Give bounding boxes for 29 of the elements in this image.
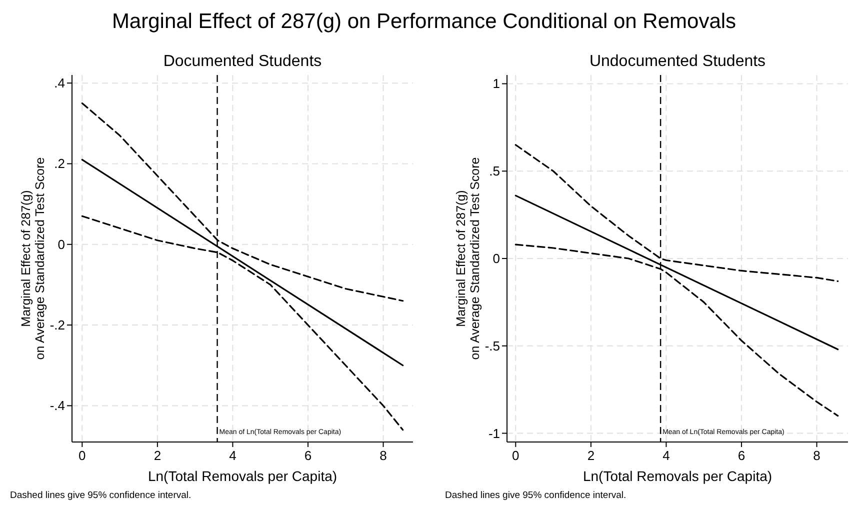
x-tick-label: 6 bbox=[738, 448, 746, 463]
chart-title: Marginal Effect of 287(g) on Performance Conditional on Removals bbox=[112, 10, 736, 33]
x-axis-title: Ln(Total Removals per Capita) bbox=[582, 468, 772, 484]
x-tick-label: 4 bbox=[229, 448, 236, 463]
x-tick-label: 4 bbox=[662, 448, 670, 463]
x-tick-label: 6 bbox=[304, 448, 312, 463]
text: Dashed lines give 95% confidence interval. bbox=[10, 490, 192, 501]
y-axis-title: Marginal Effect of 287(g) on Average Standardized Test Score bbox=[454, 157, 482, 360]
x-tick-label: 0 bbox=[512, 448, 520, 463]
chart-subtitle: Undocumented Students bbox=[589, 53, 766, 70]
y-axis-title: Marginal Effect of 287(g) on Average Standardized Test Score bbox=[19, 157, 47, 360]
x-tick-label: 8 bbox=[380, 448, 387, 463]
y-tick-label: .5 bbox=[489, 164, 500, 179]
y-tick-label: .4 bbox=[54, 76, 65, 91]
x-axis-title: Ln(Total Removals per Capita) bbox=[148, 468, 338, 484]
x-tick-label: 2 bbox=[587, 448, 595, 463]
y-tick-label: -.4 bbox=[50, 398, 65, 414]
x-tick-label: 0 bbox=[78, 448, 86, 463]
y-tick-label: .2 bbox=[54, 156, 65, 172]
x-tick-label: 2 bbox=[154, 448, 162, 463]
x-tick-label: 8 bbox=[813, 448, 820, 463]
text: Dashed lines give 95% confidence interval. bbox=[445, 490, 626, 501]
y-tick-label: 0 bbox=[58, 236, 65, 252]
y-tick-label: -.5 bbox=[484, 338, 500, 354]
y-tick-label: -.2 bbox=[50, 318, 65, 333]
y-tick-label: 0 bbox=[492, 251, 500, 266]
y-tick-label: -1 bbox=[488, 426, 500, 441]
chart-subtitle: Documented Students bbox=[163, 53, 322, 70]
y-tick-label: 1 bbox=[492, 76, 500, 92]
